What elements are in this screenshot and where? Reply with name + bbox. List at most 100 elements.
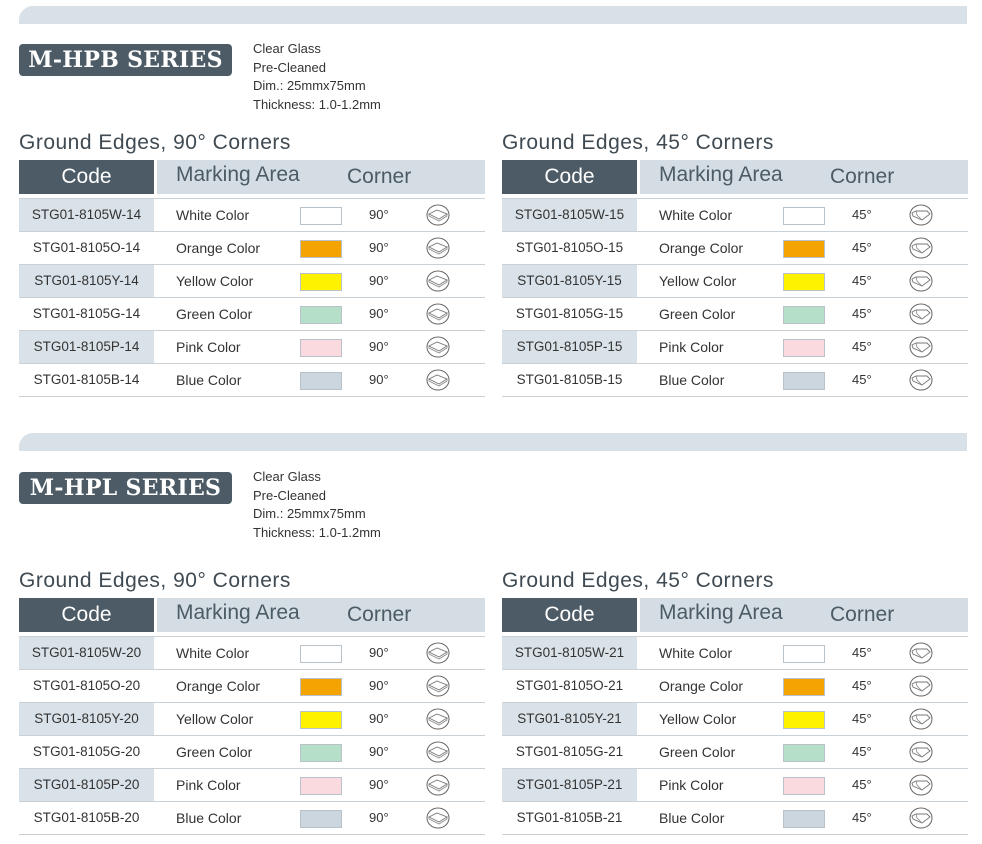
table-row: STG01-8105W-20 White Color 90° bbox=[19, 637, 485, 670]
corner-degree: 90° bbox=[369, 339, 389, 354]
table-row: STG01-8105Y-21 Yellow Color 45° bbox=[502, 703, 968, 736]
corner-90-icon bbox=[426, 807, 450, 829]
color-name: Green Color bbox=[176, 306, 253, 322]
color-swatch bbox=[783, 339, 825, 357]
product-code: STG01-8105P-15 bbox=[502, 331, 637, 363]
corner-90-icon bbox=[426, 204, 450, 226]
corner-degree: 90° bbox=[369, 711, 389, 726]
color-swatch bbox=[300, 777, 342, 795]
color-swatch bbox=[300, 273, 342, 291]
product-code: STG01-8105P-21 bbox=[502, 769, 637, 801]
color-swatch bbox=[300, 678, 342, 696]
table-header: Code Marking Area Corner bbox=[502, 598, 968, 632]
product-code: STG01-8105P-20 bbox=[19, 769, 154, 801]
color-name: Yellow Color bbox=[176, 711, 254, 727]
table-title: Ground Edges, 90° Corners bbox=[19, 131, 291, 154]
color-name: Orange Color bbox=[176, 240, 261, 256]
color-name: Blue Color bbox=[659, 810, 725, 826]
corner-degree: 90° bbox=[369, 810, 389, 825]
table-row: STG01-8105W-14 White Color 90° bbox=[19, 199, 485, 232]
color-swatch bbox=[783, 744, 825, 762]
table-row: STG01-8105P-20 Pink Color 90° bbox=[19, 769, 485, 802]
corner-degree: 45° bbox=[852, 678, 872, 693]
header-code: Code bbox=[19, 160, 154, 194]
table-row: STG01-8105W-15 White Color 45° bbox=[502, 199, 968, 232]
corner-90-icon bbox=[426, 642, 450, 664]
color-name: Blue Color bbox=[659, 372, 725, 388]
color-name: Green Color bbox=[176, 744, 253, 760]
color-name: Green Color bbox=[659, 306, 736, 322]
table-title: Ground Edges, 45° Corners bbox=[502, 131, 774, 154]
product-table: Ground Edges, 45° Corners Code Marking Are… bbox=[502, 131, 968, 397]
header-rest: Marking Area Corner bbox=[640, 160, 968, 194]
table-row: STG01-8105O-20 Orange Color 90° bbox=[19, 670, 485, 703]
corner-45-icon bbox=[909, 708, 933, 730]
color-swatch bbox=[783, 678, 825, 696]
table-row: STG01-8105G-14 Green Color 90° bbox=[19, 298, 485, 331]
color-swatch bbox=[783, 645, 825, 663]
corner-degree: 45° bbox=[852, 810, 872, 825]
corner-degree: 45° bbox=[852, 207, 872, 222]
series-badge: M-HPB SERIES bbox=[19, 44, 232, 76]
corner-90-icon bbox=[426, 303, 450, 325]
table-body: STG01-8105W-15 White Color 45° STG01-8105O-… bbox=[502, 198, 968, 397]
corner-45-icon bbox=[909, 336, 933, 358]
color-swatch bbox=[300, 207, 342, 225]
color-swatch bbox=[783, 207, 825, 225]
product-code: STG01-8105P-14 bbox=[19, 331, 154, 363]
corner-90-icon bbox=[426, 369, 450, 391]
product-code: STG01-8105Y-15 bbox=[502, 265, 637, 297]
color-name: Orange Color bbox=[659, 678, 744, 694]
corner-90-icon bbox=[426, 708, 450, 730]
spec-line: Clear Glass bbox=[253, 41, 321, 56]
header-corner: Corner bbox=[830, 603, 895, 626]
series-badge: M-HPL SERIES bbox=[19, 472, 232, 504]
header-rest: Marking Area Corner bbox=[157, 160, 485, 194]
table-row: STG01-8105Y-14 Yellow Color 90° bbox=[19, 265, 485, 298]
product-code: STG01-8105W-20 bbox=[19, 637, 154, 669]
corner-45-icon bbox=[909, 642, 933, 664]
corner-90-icon bbox=[426, 675, 450, 697]
color-swatch bbox=[300, 372, 342, 390]
product-code: STG01-8105G-15 bbox=[515, 306, 624, 321]
corner-90-icon bbox=[426, 237, 450, 259]
table-row: STG01-8105O-15 Orange Color 45° bbox=[502, 232, 968, 265]
table-row: STG01-8105B-21 Blue Color 45° bbox=[502, 802, 968, 835]
corner-45-icon bbox=[909, 270, 933, 292]
color-name: Yellow Color bbox=[176, 273, 254, 289]
color-swatch bbox=[300, 744, 342, 762]
table-row: STG01-8105Y-20 Yellow Color 90° bbox=[19, 703, 485, 736]
corner-degree: 45° bbox=[852, 306, 872, 321]
color-name: Orange Color bbox=[176, 678, 261, 694]
table-row: STG01-8105W-21 White Color 45° bbox=[502, 637, 968, 670]
product-code: STG01-8105Y-14 bbox=[19, 265, 154, 297]
color-name: Pink Color bbox=[659, 777, 724, 793]
corner-90-icon bbox=[426, 336, 450, 358]
spec-line: Thickness: 1.0-1.2mm bbox=[253, 524, 381, 540]
product-code: STG01-8105B-15 bbox=[516, 372, 623, 387]
table-row: STG01-8105P-15 Pink Color 45° bbox=[502, 331, 968, 364]
color-swatch bbox=[300, 306, 342, 324]
corner-degree: 45° bbox=[852, 645, 872, 660]
header-corner: Corner bbox=[347, 603, 412, 626]
table-row: STG01-8105P-21 Pink Color 45° bbox=[502, 769, 968, 802]
color-swatch bbox=[783, 306, 825, 324]
product-code: STG01-8105B-20 bbox=[33, 810, 140, 825]
header-marking-area: Marking Area bbox=[176, 163, 300, 186]
header-code: Code bbox=[19, 598, 154, 632]
spec-line: Dim.: 25mmx75mm bbox=[253, 506, 366, 521]
table-row: STG01-8105P-14 Pink Color 90° bbox=[19, 331, 485, 364]
color-name: Blue Color bbox=[176, 372, 242, 388]
product-code: STG01-8105O-20 bbox=[32, 678, 141, 693]
product-code: STG01-8105W-14 bbox=[19, 199, 154, 231]
corner-45-icon bbox=[909, 807, 933, 829]
color-swatch bbox=[783, 273, 825, 291]
header-corner: Corner bbox=[830, 165, 895, 188]
color-name: Pink Color bbox=[176, 339, 241, 355]
header-marking-area: Marking Area bbox=[659, 163, 783, 186]
product-code: STG01-8105B-14 bbox=[33, 372, 140, 387]
series-specs: Clear Glass Pre-Cleaned Dim.: 25mmx75mm … bbox=[253, 40, 381, 114]
spec-line: Thickness: 1.0-1.2mm bbox=[253, 96, 381, 112]
corner-degree: 45° bbox=[852, 339, 872, 354]
color-name: Pink Color bbox=[659, 339, 724, 355]
